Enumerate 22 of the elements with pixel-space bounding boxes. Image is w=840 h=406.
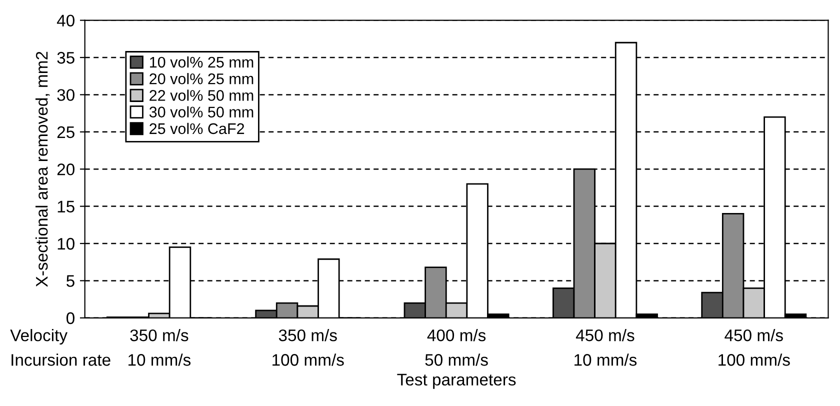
y-axis-title: X-sectional area removed, mm2 — [35, 52, 50, 287]
y-tick-label: 10 — [58, 238, 74, 250]
y-tick-label: 5 — [66, 275, 74, 287]
x-tick-label: 350 m/s 100 mm/s — [272, 329, 344, 366]
x-tick-label: 450 m/s 100 mm/s — [718, 329, 790, 366]
x-tick-label: 450 m/s 10 mm/s — [574, 329, 637, 366]
x-tick-label: 400 m/s 50 mm/s — [425, 329, 488, 366]
legend-label: 25 vol% CaF2 — [150, 122, 244, 134]
y-tick-label: 15 — [58, 200, 74, 212]
y-tick-label: 20 — [57, 164, 74, 176]
legend-label: 20 vol% 25 mm — [150, 73, 254, 84]
x-axis-title: Test parameters — [397, 374, 516, 389]
text: Velocity Incursion rate — [10, 329, 110, 366]
legend-label: 22 vol% 50 mm — [150, 90, 254, 101]
y-tick-label: 25 — [57, 126, 74, 138]
y-tick-label: 30 — [57, 89, 74, 101]
x-tick-label: 350 m/s 10 mm/s — [128, 329, 191, 366]
legend-label: 10 vol% 25 mm — [150, 56, 254, 68]
legend-label: 30 vol% 50 mm — [149, 106, 254, 118]
y-tick-label: 35 — [57, 52, 74, 64]
y-tick-label: 0 — [66, 312, 74, 324]
y-tick-label: 40 — [56, 14, 74, 27]
